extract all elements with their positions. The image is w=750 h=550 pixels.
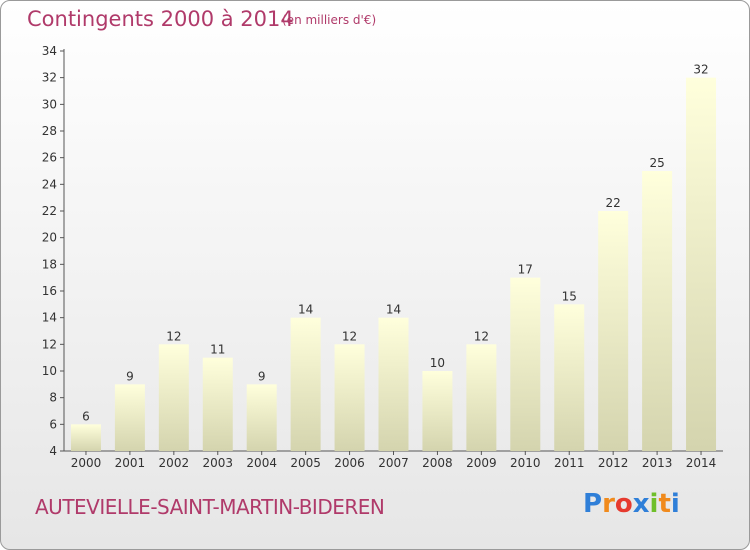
x-tick-label: 2008 bbox=[422, 456, 453, 470]
chart-subtitle: (en milliers d'€) bbox=[282, 13, 377, 27]
y-tick-label: 22 bbox=[42, 204, 57, 218]
bar bbox=[686, 77, 717, 452]
y-tick-label: 18 bbox=[42, 257, 57, 271]
bar bbox=[378, 317, 409, 451]
y-tick-label: 30 bbox=[42, 97, 57, 111]
bar bbox=[70, 424, 101, 451]
y-tick-label: 6 bbox=[49, 417, 57, 431]
bar bbox=[158, 344, 189, 451]
chart-title: Contingents 2000 à 2014 bbox=[27, 7, 294, 31]
y-tick-label: 16 bbox=[42, 284, 57, 298]
x-tick-label: 2010 bbox=[510, 456, 541, 470]
bar bbox=[114, 384, 145, 451]
bar bbox=[246, 384, 277, 451]
x-tick-label: 2012 bbox=[598, 456, 629, 470]
y-tick-label: 34 bbox=[42, 44, 57, 58]
value-label: 25 bbox=[649, 156, 664, 170]
x-tick-label: 2003 bbox=[202, 456, 233, 470]
bar bbox=[466, 344, 497, 451]
y-tick-label: 32 bbox=[42, 71, 57, 85]
value-label: 14 bbox=[298, 303, 313, 317]
bar bbox=[598, 211, 629, 451]
bar bbox=[554, 304, 585, 451]
y-tick-label: 20 bbox=[42, 231, 57, 245]
bar bbox=[422, 371, 453, 451]
value-label: 12 bbox=[342, 329, 357, 343]
y-tick-label: 24 bbox=[42, 177, 57, 191]
logo-letter: o bbox=[614, 489, 633, 519]
x-tick-label: 2005 bbox=[290, 456, 321, 470]
commune-name: AUTEVIELLE-SAINT-MARTIN-BIDEREN bbox=[35, 495, 385, 519]
value-label: 15 bbox=[562, 289, 577, 303]
value-label: 11 bbox=[210, 343, 225, 357]
bar bbox=[202, 357, 233, 451]
value-label: 12 bbox=[474, 329, 489, 343]
logo-letter: P bbox=[583, 489, 603, 519]
value-label: 12 bbox=[166, 329, 181, 343]
logo-letter: r bbox=[602, 489, 615, 519]
x-tick-label: 2006 bbox=[334, 456, 365, 470]
x-tick-label: 2011 bbox=[554, 456, 585, 470]
y-tick-label: 8 bbox=[49, 391, 57, 405]
value-label: 22 bbox=[606, 196, 621, 210]
value-label: 17 bbox=[518, 263, 533, 277]
y-tick-label: 4 bbox=[49, 444, 57, 458]
value-label: 9 bbox=[258, 369, 266, 383]
proxiti-logo: Proxiti bbox=[583, 489, 680, 519]
bar bbox=[642, 171, 673, 451]
x-tick-label: 2013 bbox=[642, 456, 673, 470]
logo-letter: i bbox=[670, 489, 680, 519]
value-label: 9 bbox=[126, 369, 134, 383]
value-label: 10 bbox=[430, 356, 445, 370]
logo-letter: x bbox=[632, 489, 650, 519]
x-tick-label: 2000 bbox=[71, 456, 102, 470]
x-tick-label: 2001 bbox=[115, 456, 146, 470]
x-tick-label: 2009 bbox=[466, 456, 497, 470]
bar bbox=[510, 277, 541, 451]
y-tick-label: 10 bbox=[42, 364, 57, 378]
bar bbox=[334, 344, 365, 451]
bar bbox=[290, 317, 321, 451]
x-tick-label: 2007 bbox=[378, 456, 409, 470]
value-label: 32 bbox=[693, 63, 708, 77]
logo-letter: t bbox=[658, 489, 671, 519]
y-tick-label: 14 bbox=[42, 311, 57, 325]
y-tick-label: 12 bbox=[42, 337, 57, 351]
x-tick-label: 2014 bbox=[686, 456, 717, 470]
value-label: 14 bbox=[386, 303, 401, 317]
x-tick-label: 2002 bbox=[159, 456, 190, 470]
y-tick-label: 28 bbox=[42, 124, 57, 138]
y-tick-label: 26 bbox=[42, 151, 57, 165]
value-label: 6 bbox=[82, 409, 90, 423]
x-tick-label: 2004 bbox=[246, 456, 277, 470]
logo-letter: i bbox=[649, 489, 659, 519]
